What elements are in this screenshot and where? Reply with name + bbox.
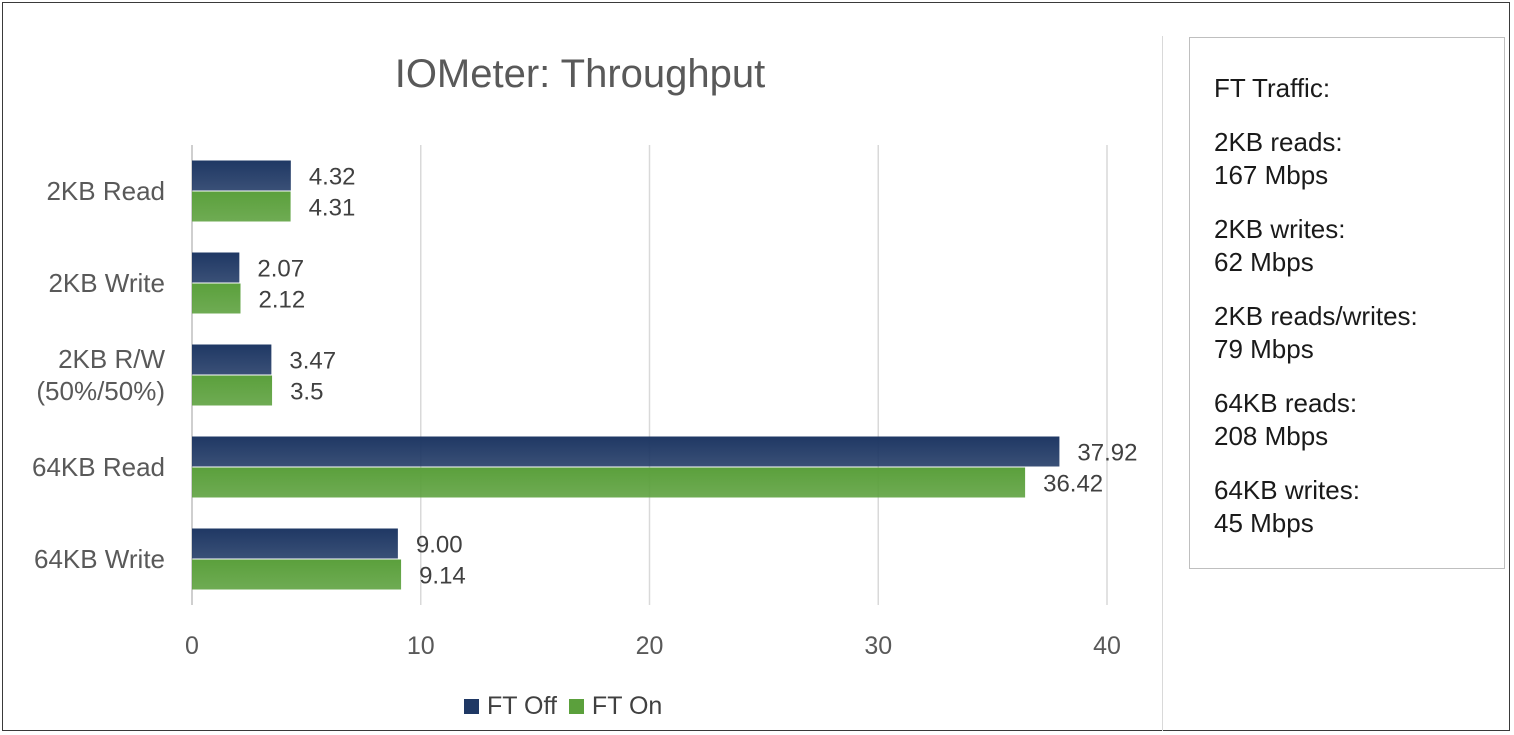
ft-traffic-entry-64kb-writes: 64KB writes: 45 Mbps bbox=[1214, 474, 1480, 540]
data-label: 3.5 bbox=[290, 379, 323, 406]
ft-traffic-value: 45 Mbps bbox=[1214, 508, 1314, 538]
panel-divider bbox=[1162, 36, 1163, 731]
chart-title: IOMeter: Throughput bbox=[394, 52, 766, 96]
data-label: 36.42 bbox=[1043, 471, 1103, 498]
legend-label-ft-on: FT On bbox=[591, 692, 663, 720]
category-label: 64KB Write bbox=[34, 544, 165, 574]
ft-traffic-value: 79 Mbps bbox=[1214, 334, 1314, 364]
data-label: 4.31 bbox=[309, 195, 356, 222]
ft-traffic-value: 208 Mbps bbox=[1214, 421, 1329, 451]
ft-traffic-label: 64KB reads: bbox=[1214, 388, 1358, 418]
data-label: 2.12 bbox=[258, 287, 305, 314]
chart-legend: FT Off FT On bbox=[464, 692, 674, 721]
x-tick-label: 20 bbox=[636, 632, 664, 660]
bar-ft-off bbox=[192, 344, 272, 375]
x-tick-label: 0 bbox=[185, 632, 199, 660]
legend-swatch-ft-off bbox=[464, 699, 479, 714]
ft-traffic-label: 64KB writes: bbox=[1214, 475, 1360, 505]
x-tick-label: 10 bbox=[407, 632, 435, 660]
bar-ft-off bbox=[192, 252, 240, 283]
data-label: 3.47 bbox=[289, 348, 336, 375]
data-label: 4.32 bbox=[309, 164, 356, 191]
x-tick-label: 30 bbox=[864, 632, 892, 660]
bar-ft-off bbox=[192, 436, 1060, 467]
bar-ft-off bbox=[192, 528, 398, 559]
category-label: 2KB R/W bbox=[58, 344, 165, 374]
legend-swatch-ft-on bbox=[568, 699, 584, 714]
bar-ft-on bbox=[192, 283, 241, 314]
data-label: 2.07 bbox=[257, 256, 304, 283]
legend-item-ft-on: FT On bbox=[568, 692, 663, 721]
category-label: (50%/50%) bbox=[36, 376, 165, 406]
bar-ft-on bbox=[192, 467, 1026, 498]
ft-traffic-entry-64kb-reads: 64KB reads: 208 Mbps bbox=[1214, 387, 1480, 453]
ft-traffic-label: 2KB writes: bbox=[1214, 214, 1346, 244]
category-label: 64KB Read bbox=[32, 452, 165, 482]
ft-traffic-value: 167 Mbps bbox=[1214, 160, 1329, 190]
data-label: 37.92 bbox=[1077, 440, 1137, 467]
data-label: 9.00 bbox=[416, 532, 463, 559]
ft-traffic-label: 2KB reads/writes: bbox=[1214, 301, 1418, 331]
category-label: 2KB Write bbox=[48, 268, 165, 298]
bar-ft-off bbox=[192, 160, 291, 191]
ft-traffic-value: 62 Mbps bbox=[1214, 247, 1314, 277]
ft-traffic-panel: FT Traffic: 2KB reads: 167 Mbps 2KB writ… bbox=[1189, 37, 1505, 569]
ft-traffic-label: 2KB reads: bbox=[1214, 127, 1343, 157]
ft-traffic-entry-2kb-reads: 2KB reads: 167 Mbps bbox=[1214, 126, 1480, 192]
ft-traffic-heading: FT Traffic: bbox=[1214, 73, 1331, 103]
bar-ft-on bbox=[192, 375, 273, 406]
legend-item-ft-off: FT Off bbox=[464, 692, 557, 721]
ft-traffic-entry-2kb-writes: 2KB writes: 62 Mbps bbox=[1214, 213, 1480, 279]
bar-ft-on bbox=[192, 191, 291, 222]
category-label: 2KB Read bbox=[46, 176, 165, 206]
ft-traffic-entry-2kb-reads-writes: 2KB reads/writes: 79 Mbps bbox=[1214, 300, 1480, 366]
bar-ft-on bbox=[192, 559, 402, 590]
legend-label-ft-off: FT Off bbox=[487, 692, 557, 720]
x-tick-label: 40 bbox=[1093, 632, 1121, 660]
data-label: 9.14 bbox=[419, 563, 466, 590]
